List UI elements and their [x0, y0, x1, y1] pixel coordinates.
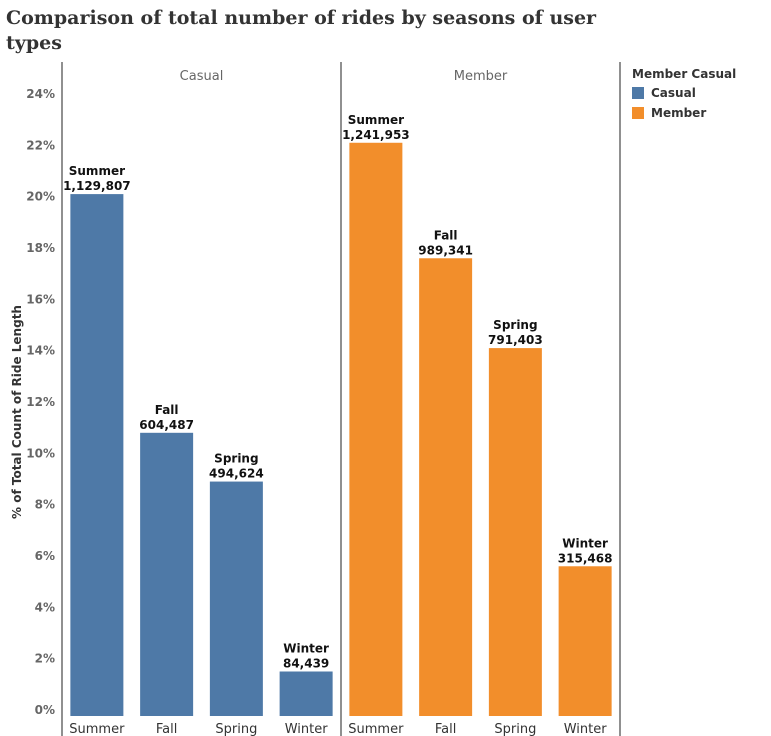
x-category-label: Fall [156, 722, 177, 736]
bar-member-fall[interactable] [419, 258, 473, 716]
data-label-value: 84,439 [283, 657, 329, 671]
bar-member-winter[interactable] [558, 566, 612, 716]
x-category-label: Winter [564, 722, 608, 736]
panel-title-casual: Casual [180, 69, 224, 84]
data-label-season: Spring [214, 452, 258, 466]
y-tick-label: 18% [26, 241, 55, 255]
legend-label-casual: Casual [651, 86, 696, 100]
legend: Member Casual Casual Member [632, 67, 736, 123]
legend-swatch-member [632, 107, 644, 119]
x-category-label: Spring [215, 722, 257, 736]
data-label-season: Summer [348, 113, 404, 127]
y-tick-label: 6% [35, 549, 55, 563]
data-label-value: 315,468 [558, 551, 613, 565]
data-label-value: 1,241,953 [342, 128, 410, 142]
y-axis-title: % of Total Count of Ride Length [10, 305, 24, 519]
x-category-label: Summer [348, 722, 404, 736]
data-label-season: Winter [283, 642, 329, 656]
y-tick-label: 20% [26, 190, 55, 204]
x-category-label: Winter [285, 722, 329, 736]
y-tick-label: 4% [35, 600, 55, 614]
x-category-label: Spring [494, 722, 536, 736]
panel-title-member: Member [454, 69, 508, 84]
legend-item-casual[interactable]: Casual [632, 83, 736, 103]
legend-title: Member Casual [632, 67, 737, 81]
y-tick-label: 8% [35, 498, 55, 512]
data-label-season: Summer [69, 164, 125, 178]
data-label-value: 604,487 [139, 418, 194, 432]
y-tick-label: 10% [26, 446, 55, 460]
y-tick-label: 24% [26, 87, 55, 101]
y-tick-label: 16% [26, 292, 55, 306]
data-label-season: Spring [493, 318, 537, 332]
bar-casual-fall[interactable] [140, 432, 194, 716]
bar-casual-spring[interactable] [209, 481, 263, 716]
bar-casual-summer[interactable] [70, 194, 124, 717]
legend-swatch-casual [632, 87, 644, 99]
y-tick-label: 0% [35, 703, 55, 717]
data-label-value: 989,341 [418, 243, 473, 257]
bar-casual-winter[interactable] [279, 671, 333, 717]
data-label-value: 1,129,807 [63, 179, 131, 193]
y-tick-label: 14% [26, 344, 55, 358]
data-label-season: Winter [562, 536, 608, 550]
legend-label-member: Member [651, 106, 707, 120]
data-label-season: Fall [155, 403, 179, 417]
legend-item-member[interactable]: Member [632, 103, 736, 123]
chart-title: Comparison of total number of rides by s… [6, 7, 597, 54]
data-label-season: Fall [434, 228, 458, 242]
data-label-value: 791,403 [488, 333, 543, 347]
data-label-value: 494,624 [209, 467, 264, 481]
x-category-label: Fall [435, 722, 456, 736]
y-tick-label: 12% [26, 395, 55, 409]
x-category-label: Summer [69, 722, 125, 736]
y-tick-label: 2% [35, 652, 55, 666]
bar-member-spring[interactable] [488, 348, 542, 716]
y-tick-label: 22% [26, 138, 55, 152]
bar-member-summer[interactable] [349, 142, 403, 716]
